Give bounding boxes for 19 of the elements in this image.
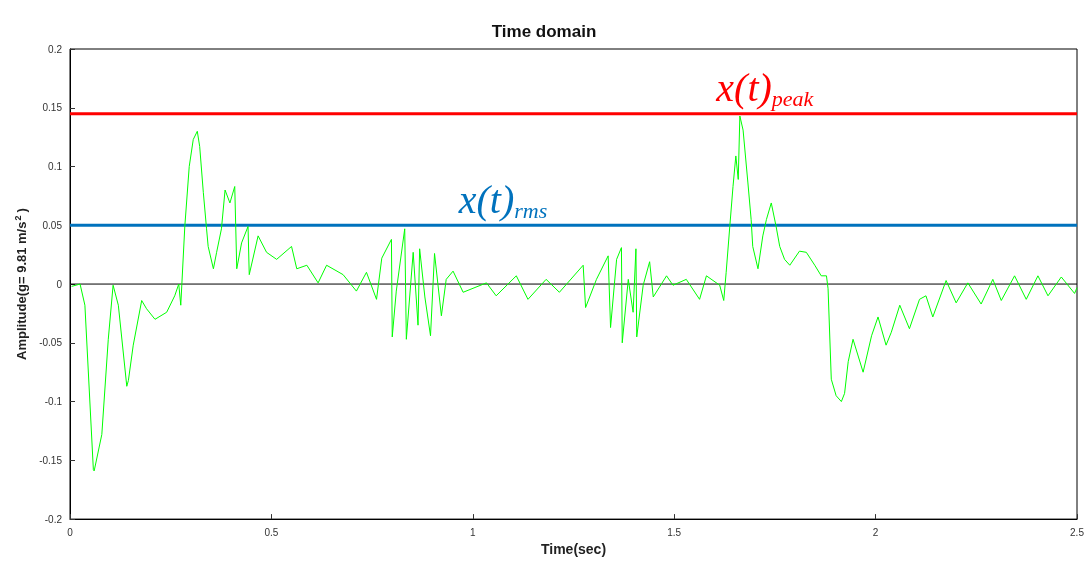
- y-tick-label: -0.15: [39, 454, 63, 466]
- x-tick-label: 2.5: [1070, 526, 1085, 538]
- y-tick-label: 0.05: [42, 219, 63, 231]
- line-series: [71, 115, 1078, 472]
- y-axis-title: Amplitude(g= 9.81 m/s2): [12, 208, 30, 360]
- y-tick-label: 0.15: [42, 102, 63, 114]
- y-tick-label: -0.05: [39, 337, 63, 349]
- x-tick-label: 2: [872, 526, 879, 538]
- x-axis-title: Time(sec): [540, 541, 607, 557]
- x-tick-label: 0: [67, 526, 74, 538]
- y-tick-label: 0.1: [48, 161, 63, 173]
- y-tick-label: -0.1: [44, 396, 63, 408]
- chart-title: Time domain: [491, 22, 597, 41]
- y-tick-label: 0.2: [48, 43, 63, 55]
- x-tick-label: 1.5: [667, 526, 682, 538]
- y-tick-label: -0.2: [44, 513, 63, 525]
- y-tick-label: 0: [56, 278, 63, 290]
- x-tick-label: 1: [470, 526, 477, 538]
- x-tick-label: 0.5: [264, 526, 279, 538]
